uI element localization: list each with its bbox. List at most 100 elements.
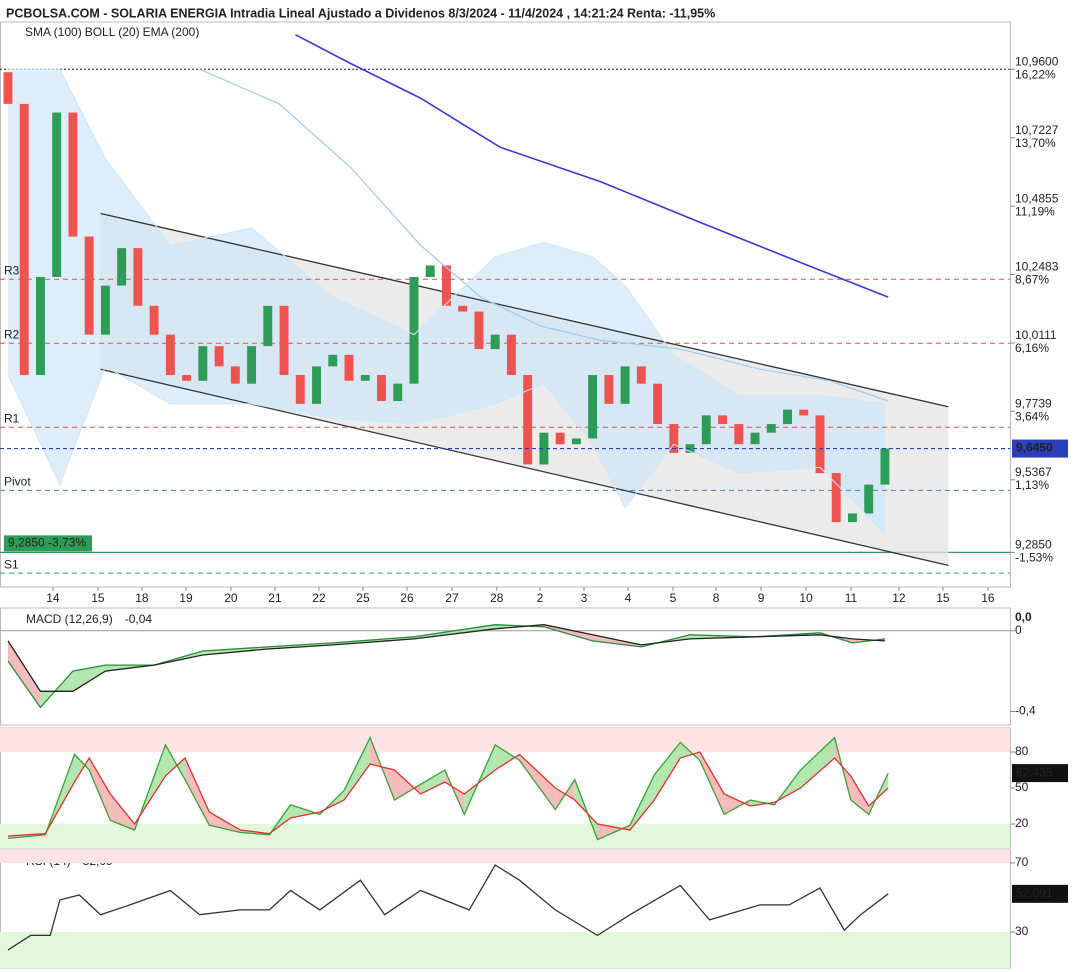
candle-body	[377, 375, 386, 401]
x-tick-label: 18	[135, 591, 149, 605]
cross-fill	[850, 776, 869, 815]
legend-entry: BOLL (20)	[85, 25, 140, 39]
candle-body	[458, 305, 468, 312]
y-tick-label: 50	[1015, 780, 1029, 794]
y-tick-label: 20	[1015, 816, 1029, 830]
bollinger-line	[7, 365, 886, 534]
y-tick-change: 8,67%	[1015, 273, 1049, 287]
candle-body	[312, 366, 321, 404]
candle-body	[247, 346, 257, 384]
panel: 0 -0,4 MACD (12,26,9) -0,04 0,0	[0, 607, 1036, 726]
candle-body	[701, 415, 711, 445]
candle-body	[198, 346, 208, 381]
candle-body	[653, 383, 663, 425]
oversold-zone	[0, 931, 1010, 968]
x-tick-label: 5	[670, 591, 677, 605]
cross-fill	[699, 752, 725, 815]
last-value-box	[1012, 764, 1068, 783]
y-tick-label: 10,2483	[1015, 260, 1059, 274]
candle-body	[279, 305, 289, 376]
pivot-label: R3	[4, 263, 20, 277]
candle-body	[182, 375, 192, 381]
cross-fill	[290, 804, 320, 818]
candle-body	[441, 265, 451, 306]
panel-frame	[0, 607, 1011, 726]
candle-body	[880, 448, 890, 485]
candle-body	[52, 112, 62, 277]
bollinger-band	[8, 69, 885, 534]
candle-body	[263, 305, 273, 347]
cross-fill	[654, 742, 681, 800]
candle-body	[35, 276, 45, 376]
y-tick-change: 13,70%	[1015, 136, 1056, 150]
candle-body	[117, 248, 127, 286]
indicator-line	[7, 751, 889, 837]
low-box	[4, 535, 93, 552]
candle-body	[328, 354, 338, 367]
candle-body	[84, 236, 94, 335]
candle-body	[409, 276, 419, 384]
y-tick-change: 6,16%	[1015, 341, 1049, 355]
candle-body	[133, 248, 143, 306]
cross-fill	[89, 758, 111, 821]
candle-body	[669, 424, 679, 453]
candle-body	[783, 409, 792, 425]
cross-fill	[72, 665, 106, 692]
cross-fill	[420, 770, 445, 794]
y-tick-label: 10,9600	[1015, 54, 1059, 68]
candle-body	[19, 103, 29, 376]
candle-body	[165, 334, 175, 376]
candle-body	[620, 366, 630, 404]
last-value-box	[1012, 884, 1068, 903]
plot-area: R3 R2 R1 Pivot S1	[0, 33, 1010, 574]
cross-fill	[724, 794, 751, 815]
candle-body	[425, 265, 435, 277]
candle-body	[490, 334, 500, 350]
overbought-zone	[0, 728, 1010, 752]
pivot-label: R2	[4, 327, 20, 341]
y-tick-label: 10,7227	[1015, 123, 1059, 137]
x-tick-label: 19	[179, 591, 193, 605]
x-tick-label: 12	[892, 591, 906, 605]
y-tick-label: 30	[1015, 924, 1029, 938]
candle-body	[815, 415, 825, 474]
x-tick-label: 20	[224, 591, 238, 605]
y-tick-change: 3,64%	[1015, 410, 1049, 424]
pivot-label: Pivot	[4, 475, 31, 489]
indicator-line	[7, 624, 885, 692]
candle-body	[474, 311, 484, 350]
candle-body	[214, 346, 224, 367]
candle-body	[393, 383, 403, 401]
candle-body	[523, 375, 533, 465]
x-tick-label: 15	[936, 591, 950, 605]
y-tick-change: 11,19%	[1015, 204, 1055, 218]
y-tick-label: 80	[1015, 744, 1029, 758]
channel-line	[100, 212, 949, 408]
x-tick-label: 15	[91, 591, 105, 605]
candle-body	[571, 438, 581, 445]
x-tick-label: 28	[490, 591, 504, 605]
legend-entry: EMA (200)	[143, 25, 200, 39]
candle-body	[230, 366, 240, 384]
candle-body	[506, 334, 516, 376]
x-tick-label: 22	[312, 591, 326, 605]
candle-body	[718, 415, 728, 425]
indicator-line	[295, 33, 889, 298]
y-tick-change: -1,53%	[1015, 551, 1053, 565]
last-price-box	[1012, 439, 1068, 458]
cross-fill	[344, 737, 371, 800]
y-tick-label: 9,2850	[1015, 538, 1052, 552]
y-tick-label: 0	[1015, 623, 1022, 637]
last-price-label: 9,6450	[1016, 441, 1053, 455]
plot-area	[0, 728, 1010, 848]
candle-body	[636, 366, 646, 384]
chart-title: PCBOLSA.COM - SOLARIA ENERGIA Intradia L…	[6, 6, 715, 20]
x-tick-label: 25	[356, 591, 370, 605]
y-tick-label: 10,0111	[1015, 328, 1057, 342]
indicator-line	[7, 864, 889, 951]
x-tick-label: 2	[537, 591, 544, 605]
overbought-zone	[0, 850, 1010, 863]
bollinger-line	[8, 68, 885, 405]
